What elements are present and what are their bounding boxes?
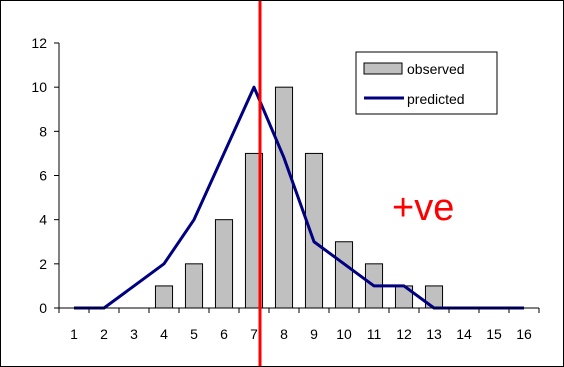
legend-observed-swatch [363, 62, 403, 75]
x-tick-label: 4 [160, 326, 168, 342]
y-tick-label: 12 [31, 35, 47, 51]
bar-observed-10 [334, 241, 354, 309]
x-tick-label: 11 [367, 326, 382, 342]
x-tick-label: 12 [396, 326, 412, 342]
x-tick-label: 13 [426, 326, 442, 342]
x-tick-label: 2 [100, 326, 108, 342]
axes-layer [54, 42, 540, 313]
annotation-label: +ve [392, 187, 454, 229]
bar-observed-4 [154, 285, 174, 309]
x-tick-label: 7 [250, 326, 258, 342]
series-line-predicted [74, 85, 524, 310]
legend-observed-label: observed [407, 61, 465, 77]
y-tick-label: 0 [39, 300, 47, 316]
x-tick-label: 1 [70, 326, 78, 342]
x-tick-label: 5 [190, 326, 198, 342]
x-tick-label: 6 [220, 326, 228, 342]
y-tick-label: 2 [39, 256, 47, 272]
legend-predicted-label: predicted [407, 91, 465, 107]
legend: observed predicted [355, 51, 498, 115]
y-tick-label: 4 [39, 212, 47, 228]
x-tick-label: 16 [516, 326, 532, 342]
x-tick-label: 15 [486, 326, 502, 342]
bars-layer [154, 86, 444, 309]
x-tick-label: 14 [456, 326, 472, 342]
bar-observed-9 [304, 152, 324, 309]
bar-observed-8 [274, 86, 294, 309]
bar-observed-5 [184, 263, 204, 309]
x-tick-label: 9 [310, 326, 318, 342]
y-tick-label: 8 [39, 123, 47, 139]
bar-observed-6 [214, 219, 234, 309]
x-tick-label: 3 [130, 326, 138, 342]
x-tick-label: 8 [280, 326, 288, 342]
y-tick-label: 6 [39, 168, 47, 184]
y-tick-label: 10 [31, 79, 47, 95]
legend-box [355, 51, 498, 115]
x-tick-label: 10 [336, 326, 352, 342]
line-layer [74, 85, 524, 310]
